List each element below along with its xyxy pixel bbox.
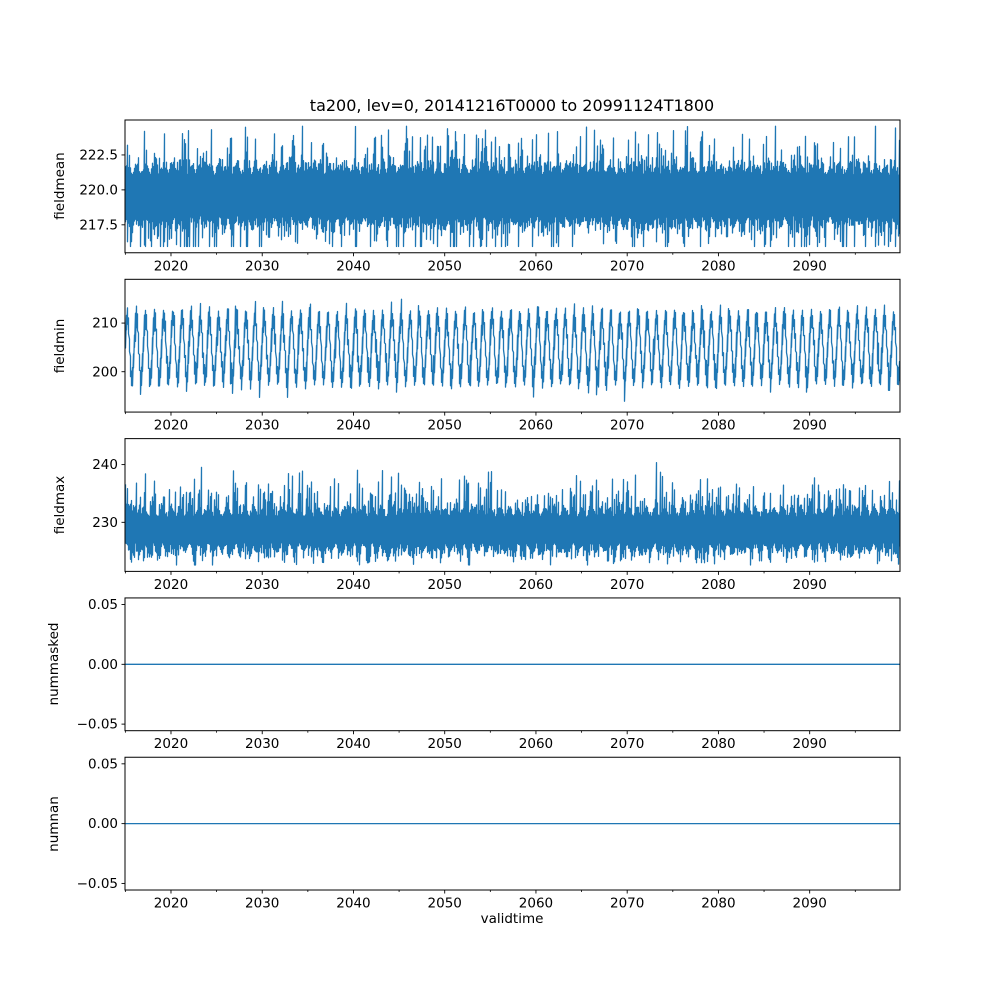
panel-fieldmax: 230 240 2020 2030 2040 2050 2060 2070 2080 2090: [92, 438, 901, 593]
x-tick-label: 2060: [519, 258, 553, 274]
x-tick-label: 2070: [610, 896, 644, 912]
y-tick-label: −0.05: [77, 717, 118, 733]
x-tick-label: 2070: [610, 577, 644, 593]
panel-frame: [124, 119, 901, 254]
x-tick-label: 2050: [428, 258, 462, 274]
x-tick-label: 2090: [792, 896, 826, 912]
x-tick-label: 2020: [154, 418, 188, 434]
x-tick-label: 2040: [336, 418, 370, 434]
x-tick-label: 2090: [792, 577, 826, 593]
x-tick-label: 2030: [245, 577, 279, 593]
x-tick-label: 2020: [154, 577, 188, 593]
chart-title: ta200, lev=0, 20141216T0000 to 20991124T…: [309, 96, 715, 115]
x-tick-label: 2040: [336, 577, 370, 593]
x-tick-label: 2030: [245, 896, 279, 912]
x-tick-label: 2050: [428, 418, 462, 434]
y-axis-label-numnan: numnan: [46, 796, 62, 852]
x-axis-label: validtime: [480, 911, 544, 927]
x-tick-label: 2040: [336, 896, 370, 912]
x-tick-label: 2040: [336, 258, 370, 274]
y-axis-label-fieldmax: fieldmax: [52, 475, 68, 535]
x-tick-label: 2070: [610, 418, 644, 434]
y-tick-label: 200: [92, 364, 118, 380]
x-tick-label: 2070: [610, 258, 644, 274]
x-tick-label: 2050: [428, 577, 462, 593]
x-tick-label: 2080: [701, 258, 735, 274]
x-tick-label: 2080: [701, 736, 735, 752]
panel-frame: [124, 278, 901, 413]
x-tick-label: 2040: [336, 736, 370, 752]
y-axis-label-nummasked: nummasked: [46, 622, 62, 706]
y-axis-label-fieldmean: fieldmean: [52, 152, 68, 220]
x-tick-label: 2030: [245, 418, 279, 434]
x-tick-label: 2060: [519, 418, 553, 434]
x-tick-label: 2020: [154, 736, 188, 752]
x-tick-label: 2090: [792, 418, 826, 434]
y-axis-label-fieldmin: fieldmin: [52, 318, 68, 374]
x-tick-label: 2030: [245, 736, 279, 752]
panel-frame: [124, 438, 901, 572]
x-tick-label: 2060: [519, 577, 553, 593]
panel-numnan: −0.05 0.00 0.05 2020 2030 2040 2050 2060 2070 208…: [77, 756, 901, 912]
y-tick-label: 217.5: [79, 217, 118, 233]
x-tick-label: 2020: [154, 896, 188, 912]
x-tick-label: 2080: [701, 577, 735, 593]
series-line-fieldmean: [125, 125, 900, 248]
panel-nummasked: −0.05 0.00 0.05 2020 2030 2040 2050 2060 2070 208…: [77, 597, 901, 752]
x-tick-label: 2020: [154, 258, 188, 274]
y-tick-label: 220.0: [79, 182, 118, 198]
panel-fieldmin: 200 210 2020 2030 2040 2050 2060 2070 2080 2090: [92, 278, 901, 434]
x-tick-label: 2070: [610, 736, 644, 752]
y-tick-label: 240: [92, 457, 118, 473]
y-tick-label: 0.05: [88, 597, 118, 613]
x-tick-label: 2050: [428, 896, 462, 912]
y-tick-label: 0.05: [88, 756, 118, 772]
x-tick-label: 2090: [792, 736, 826, 752]
y-tick-label: 230: [92, 515, 118, 531]
x-tick-label: 2060: [519, 736, 553, 752]
x-tick-label: 2060: [519, 896, 553, 912]
y-tick-label: 0.00: [88, 657, 118, 673]
y-tick-label: 222.5: [79, 148, 118, 164]
y-tick-label: 0.00: [88, 816, 118, 832]
y-tick-label: −0.05: [77, 876, 118, 892]
x-tick-label: 2050: [428, 736, 462, 752]
y-tick-label: 210: [92, 316, 118, 332]
x-tick-label: 2030: [245, 258, 279, 274]
series-line-fieldmin: [125, 298, 900, 402]
x-tick-label: 2080: [701, 418, 735, 434]
series-line-fieldmax: [125, 462, 900, 566]
panel-fieldmean: 217.5 220.0 222.5 2020 2030 2040 2050 2060 2070 2…: [79, 119, 901, 274]
x-tick-label: 2080: [701, 896, 735, 912]
x-tick-label: 2090: [792, 258, 826, 274]
